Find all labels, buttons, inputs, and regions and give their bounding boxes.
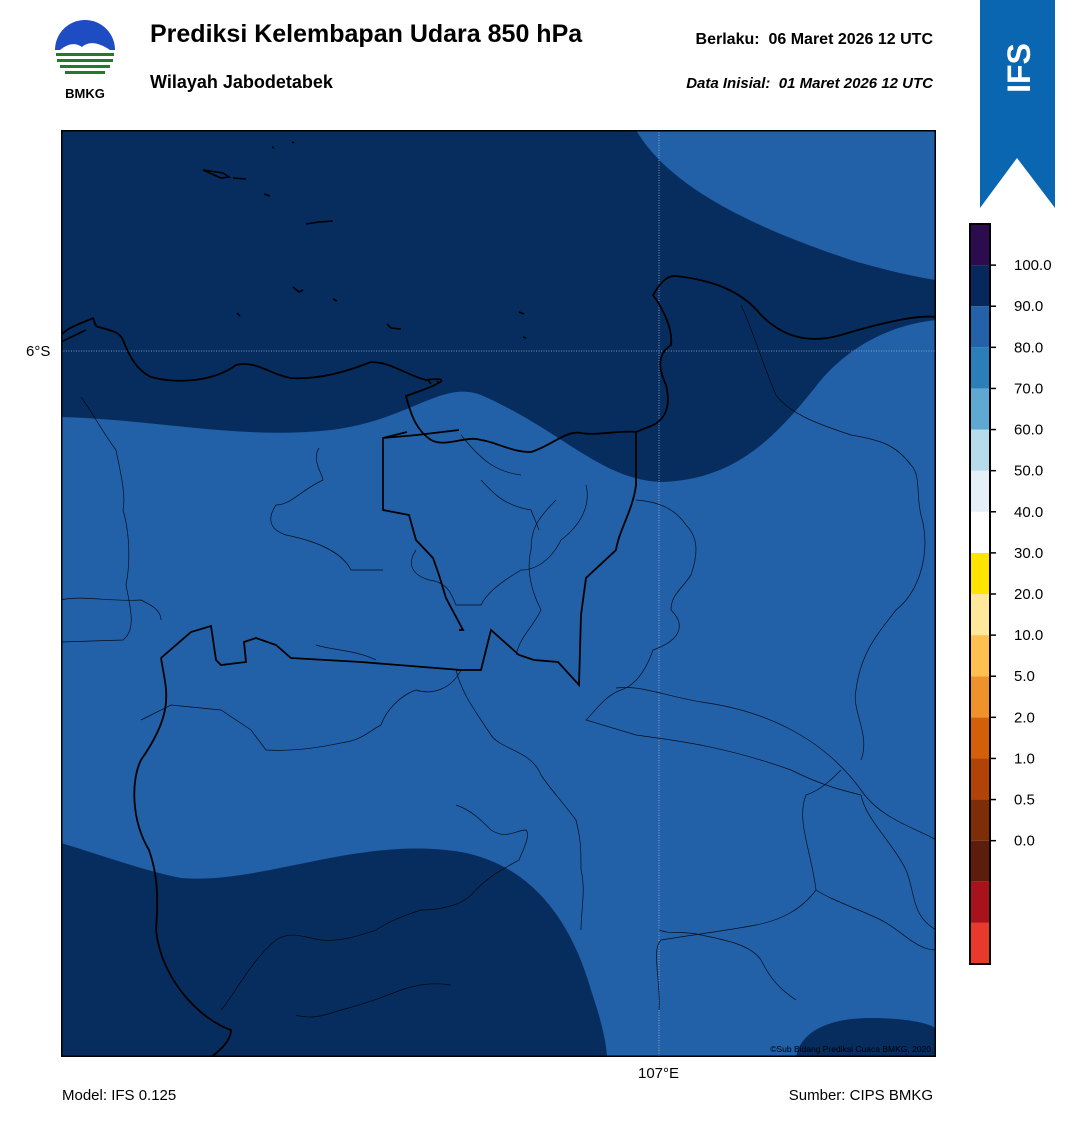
colorbar-tick-label: 40.0 [1014,504,1043,521]
colorbar-segment [970,265,990,307]
colorbar-segment [970,922,990,964]
colorbar-segment [970,388,990,430]
province-boundary [61,329,637,1057]
colorbar-segment [970,881,990,923]
coastline [61,275,936,453]
colorbar-tick-label: 30.0 [1014,545,1043,562]
colorbar-tick-label: 0.5 [1014,792,1035,809]
colorbar-segment [970,429,990,471]
colorbar-segment [970,676,990,718]
init-time: Data Inisial: 01 Maret 2026 12 UTC [686,75,933,92]
valid-time-value: 06 Maret 2026 12 UTC [768,31,933,48]
humidity-90-100-southwest [61,843,607,1057]
model-label: Model: IFS 0.125 [62,1087,177,1104]
copyright-text: ©Sub Bidang Prediksi Cuaca BMKG, 2020 [770,1044,931,1054]
colorbar-tick-label: 50.0 [1014,463,1043,480]
colorbar-tick-label: 5.0 [1014,668,1035,685]
humidity-map: ©Sub Bidang Prediksi Cuaca BMKG, 2020 [61,130,936,1057]
colorbar-segment [970,511,990,553]
init-prefix: Data Inisial: [686,75,771,92]
colorbar-segment [970,635,990,677]
colorbar-segment [970,840,990,882]
colorbar-segment [970,306,990,348]
colorbar-segment [970,758,990,800]
colorbar-segment [970,470,990,512]
longitude-label: 107°E [638,1065,680,1082]
colorbar-tick-label: 100.0 [1014,257,1052,274]
map-title: Prediksi Kelembapan Udara 850 hPa [150,20,583,48]
source-label: Sumber: CIPS BMKG [788,1087,933,1104]
colorbar-segment [970,594,990,636]
ifs-banner-text: IFS [1001,43,1037,93]
init-time-value: 01 Maret 2026 12 UTC [778,75,933,92]
humidity-colorbar: 100.0 90.0 80.0 70.0 60.0 50.0 40.0 30.0 20.0 10.… [969,223,1052,965]
colorbar-tick-label: 70.0 [1014,380,1043,397]
colorbar-segment [970,552,990,594]
colorbar-tick-label: 20.0 [1014,586,1043,603]
district-boundaries [61,304,936,1018]
logo-text: BMKG [65,86,105,101]
colorbar-tick-label: 1.0 [1014,750,1035,767]
colorbar-segment [970,717,990,759]
thousand-islands [202,141,527,385]
colorbar-tick-label: 80.0 [1014,339,1043,356]
valid-prefix: Berlaku: [695,31,760,48]
colorbar-tick-label: 2.0 [1014,709,1035,726]
region-subtitle: Wilayah Jabodetabek [150,72,333,92]
colorbar-segment [970,799,990,841]
colorbar-tick-label: 90.0 [1014,298,1043,315]
humidity-90-100-north [61,130,936,482]
colorbar-segment [970,224,990,266]
colorbar-segment [970,347,990,389]
colorbar-tick-label: 0.0 [1014,833,1035,850]
valid-time: Berlaku: 06 Maret 2026 12 UTC [696,31,933,49]
latitude-label: 6°S [26,343,51,360]
bmkg-logo: BMKG [55,20,115,101]
ifs-banner: IFS [980,0,1055,208]
humidity-90-100-southeast [796,1018,936,1057]
colorbar-tick-label: 60.0 [1014,422,1043,439]
colorbar-tick-label: 10.0 [1014,627,1043,644]
